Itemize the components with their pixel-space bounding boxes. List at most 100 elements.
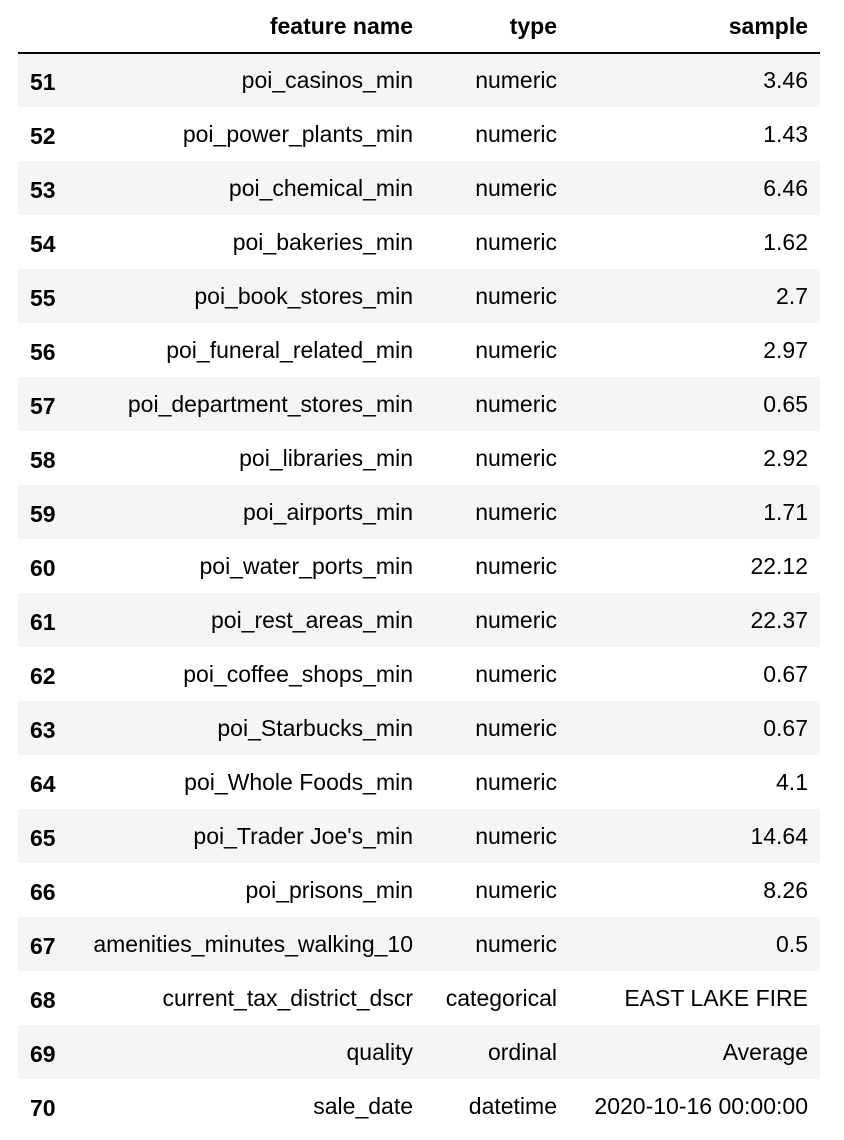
row-index: 64: [30, 770, 56, 797]
cell-type: numeric: [475, 174, 557, 201]
cell-type: numeric: [475, 822, 557, 849]
table-row: 61 poi_rest_areas_min numeric 22.37: [18, 593, 820, 647]
cell-sample: 2.7: [776, 282, 808, 309]
row-index: 60: [30, 554, 56, 581]
cell-feature-name: poi_Trader Joe's_min: [193, 822, 413, 849]
table-row: 68 current_tax_district_dscr categorical EA…: [18, 971, 820, 1025]
cell-sample: 8.26: [763, 876, 808, 903]
cell-feature-name: sale_date: [313, 1092, 413, 1119]
table-row: 69 quality ordinal Average: [18, 1025, 820, 1079]
cell-feature-name: poi_libraries_min: [239, 444, 413, 471]
cell-type: numeric: [475, 768, 557, 795]
table-row: 56 poi_funeral_related_min numeric 2.97: [18, 323, 820, 377]
row-index: 67: [30, 932, 56, 959]
cell-type: numeric: [475, 876, 557, 903]
cell-type: numeric: [475, 606, 557, 633]
row-index: 56: [30, 338, 56, 365]
cell-type: numeric: [475, 552, 557, 579]
row-index: 70: [30, 1094, 56, 1121]
table-row: 53 poi_chemical_min numeric 6.46: [18, 161, 820, 215]
header-index: [18, 0, 74, 54]
row-index: 54: [30, 230, 56, 257]
cell-feature-name: poi_department_stores_min: [127, 390, 413, 417]
row-index: 53: [30, 176, 56, 203]
row-index: 65: [30, 824, 56, 851]
cell-sample: Average: [722, 1038, 808, 1065]
cell-sample: 22.37: [750, 606, 808, 633]
cell-feature-name: poi_water_ports_min: [199, 552, 413, 579]
header-feature-name: feature name: [74, 0, 415, 54]
table-row: 60 poi_water_ports_min numeric 22.12: [18, 539, 820, 593]
table-row: 52 poi_power_plants_min numeric 1.43: [18, 107, 820, 161]
table-row: 51 poi_casinos_min numeric 3.46: [18, 53, 820, 107]
cell-sample: 22.12: [750, 552, 808, 579]
table-row: 67 amenities_minutes_walking_10 numeric 0.5: [18, 917, 820, 971]
row-index: 68: [30, 986, 56, 1013]
cell-feature-name: poi_airports_min: [242, 498, 413, 525]
table-row: 54 poi_bakeries_min numeric 1.62: [18, 215, 820, 269]
cell-feature-name: poi_prisons_min: [245, 876, 413, 903]
row-index: 69: [30, 1040, 56, 1067]
cell-sample: EAST LAKE FIRE: [624, 984, 808, 1011]
table-row: 64 poi_Whole Foods_min numeric 4.1: [18, 755, 820, 809]
cell-type: numeric: [475, 498, 557, 525]
cell-type: numeric: [475, 930, 557, 957]
cell-sample: 0.5: [776, 930, 808, 957]
row-index: 58: [30, 446, 56, 473]
dataframe-table: feature name type sample 51 poi_casinos_m…: [18, 0, 820, 1133]
cell-sample: 1.62: [763, 228, 808, 255]
cell-sample: 0.67: [763, 714, 808, 741]
cell-type: datetime: [468, 1092, 557, 1119]
cell-feature-name: poi_rest_areas_min: [210, 606, 413, 633]
cell-feature-name: poi_coffee_shops_min: [183, 660, 413, 687]
cell-feature-name: poi_Whole Foods_min: [184, 768, 413, 795]
cell-sample: 2020-10-16 00:00:00: [594, 1092, 808, 1119]
table-row: 55 poi_book_stores_min numeric 2.7: [18, 269, 820, 323]
cell-feature-name: amenities_minutes_walking_10: [93, 930, 413, 957]
cell-sample: 0.65: [763, 390, 808, 417]
cell-sample: 0.67: [763, 660, 808, 687]
cell-sample: 2.92: [763, 444, 808, 471]
row-index: 51: [30, 69, 56, 95]
row-index: 55: [30, 284, 56, 311]
cell-feature-name: poi_power_plants_min: [182, 120, 413, 147]
cell-feature-name: quality: [346, 1038, 413, 1065]
table-row: 58 poi_libraries_min numeric 2.92: [18, 431, 820, 485]
cell-sample: 1.71: [763, 498, 808, 525]
cell-type: numeric: [475, 444, 557, 471]
table-body: 51 poi_casinos_min numeric 3.46 52 poi_power_…: [18, 53, 820, 1133]
table-row: 70 sale_date datetime 2020-10-16 00:00:00: [18, 1079, 820, 1133]
table-row: 66 poi_prisons_min numeric 8.26: [18, 863, 820, 917]
cell-feature-name: poi_chemical_min: [228, 174, 413, 201]
cell-feature-name: poi_casinos_min: [241, 67, 413, 93]
row-index: 62: [30, 662, 56, 689]
cell-type: numeric: [475, 120, 557, 147]
cell-feature-name: current_tax_district_dscr: [162, 984, 413, 1011]
table-row: 65 poi_Trader Joe's_min numeric 14.64: [18, 809, 820, 863]
cell-type: numeric: [475, 390, 557, 417]
table-row: 59 poi_airports_min numeric 1.71: [18, 485, 820, 539]
row-index: 61: [30, 608, 56, 635]
row-index: 63: [30, 716, 56, 743]
table-row: 62 poi_coffee_shops_min numeric 0.67: [18, 647, 820, 701]
cell-type: numeric: [475, 228, 557, 255]
header-sample: sample: [559, 0, 820, 54]
cell-sample: 6.46: [763, 174, 808, 201]
cell-type: numeric: [475, 660, 557, 687]
cell-type: numeric: [475, 336, 557, 363]
cell-type: ordinal: [487, 1038, 557, 1065]
cell-type: numeric: [475, 67, 557, 93]
table-row: 63 poi_Starbucks_min numeric 0.67: [18, 701, 820, 755]
cell-feature-name: poi_bakeries_min: [232, 228, 413, 255]
cell-feature-name: poi_book_stores_min: [194, 282, 413, 309]
cell-sample: 4.1: [776, 768, 808, 795]
table-header: feature name type sample: [18, 0, 820, 54]
cell-feature-name: poi_Starbucks_min: [217, 714, 413, 741]
table-row: 57 poi_department_stores_min numeric 0.65: [18, 377, 820, 431]
row-index: 59: [30, 500, 56, 527]
cell-type: numeric: [475, 282, 557, 309]
row-index: 52: [30, 122, 56, 149]
cell-sample: 3.46: [763, 67, 808, 93]
cell-sample: 2.97: [763, 336, 808, 363]
cell-sample: 14.64: [750, 822, 808, 849]
